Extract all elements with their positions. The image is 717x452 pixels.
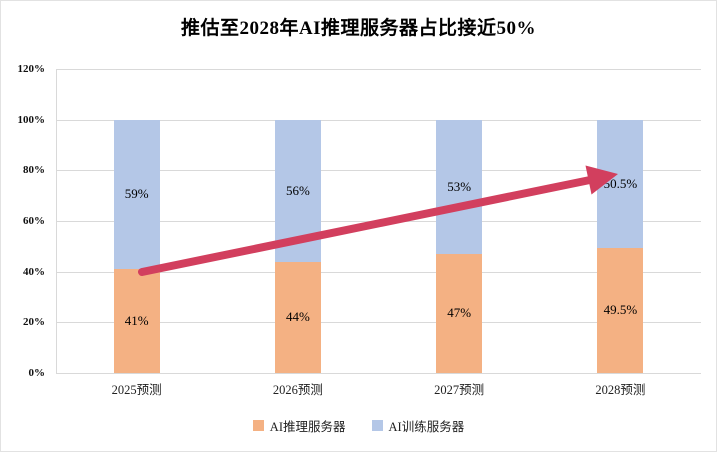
bar-segment: 47% <box>436 253 483 373</box>
legend-swatch <box>371 420 383 431</box>
bar-value-label: 56% <box>285 182 310 198</box>
gridline <box>56 170 701 172</box>
x-axis: 2025预测 2026预测 2027预测 2028预测 <box>56 379 701 399</box>
bar-segment: 56% <box>274 119 321 262</box>
bar-segment: 49.5% <box>597 247 644 373</box>
y-axis-label: 120% <box>17 63 46 75</box>
gridline <box>56 322 701 324</box>
bar-segment: 50.5% <box>597 119 644 248</box>
x-axis-label: 2026预测 <box>272 383 323 397</box>
legend-label: AI训练服务器 <box>388 420 465 434</box>
bar-value-label: 53% <box>447 178 472 194</box>
stacked-bar: 47% 53% <box>436 69 483 373</box>
chart-title: 推估至2028年AI推理服务器占比接近50% <box>180 18 537 39</box>
y-axis-label: 80% <box>23 164 45 177</box>
bar-value-label: 44% <box>285 309 310 325</box>
legend-item: AI推理服务器 <box>252 416 346 435</box>
bar-value-label: 41% <box>124 313 149 329</box>
x-axis-label: 2025预测 <box>111 383 162 397</box>
stacked-bar: 49.5% 50.5% <box>597 69 644 373</box>
bar-segment: 59% <box>113 119 160 270</box>
y-axis-label: 100% <box>17 113 46 126</box>
bar-segment: 44% <box>274 261 321 373</box>
y-axis-label: 0% <box>28 367 46 379</box>
y-axis: 0% 20% 40% 60% 80% 100% 120% <box>1 63 49 379</box>
bar-value-label: 49.5% <box>603 302 638 318</box>
gridline <box>56 373 701 374</box>
bar-value-label: 47% <box>447 305 472 321</box>
bar-value-label: 59% <box>124 186 149 202</box>
gridline <box>56 119 701 121</box>
y-axis-label: 20% <box>23 316 45 329</box>
legend-item: AI训练服务器 <box>371 416 465 435</box>
legend: AI推理服务器 AI训练服务器 <box>1 416 716 435</box>
bar-value-label: 50.5% <box>603 175 638 191</box>
x-axis-label: 2027预测 <box>434 383 485 397</box>
gridline <box>56 69 701 70</box>
legend-label: AI推理服务器 <box>269 420 346 434</box>
y-axis-label: 40% <box>23 265 45 278</box>
stacked-bar: 41% 59% <box>113 69 160 373</box>
y-axis-label: 60% <box>23 215 45 227</box>
legend-swatch <box>252 420 264 431</box>
plot-area: 41% 59% 44% 56% 47% 53% 49.5% 50.5% <box>56 69 701 374</box>
bar-segment: 41% <box>113 269 160 373</box>
stacked-bar: 44% 56% <box>274 69 321 373</box>
x-axis-label: 2028预测 <box>595 383 646 397</box>
bar-segment: 53% <box>436 119 483 254</box>
